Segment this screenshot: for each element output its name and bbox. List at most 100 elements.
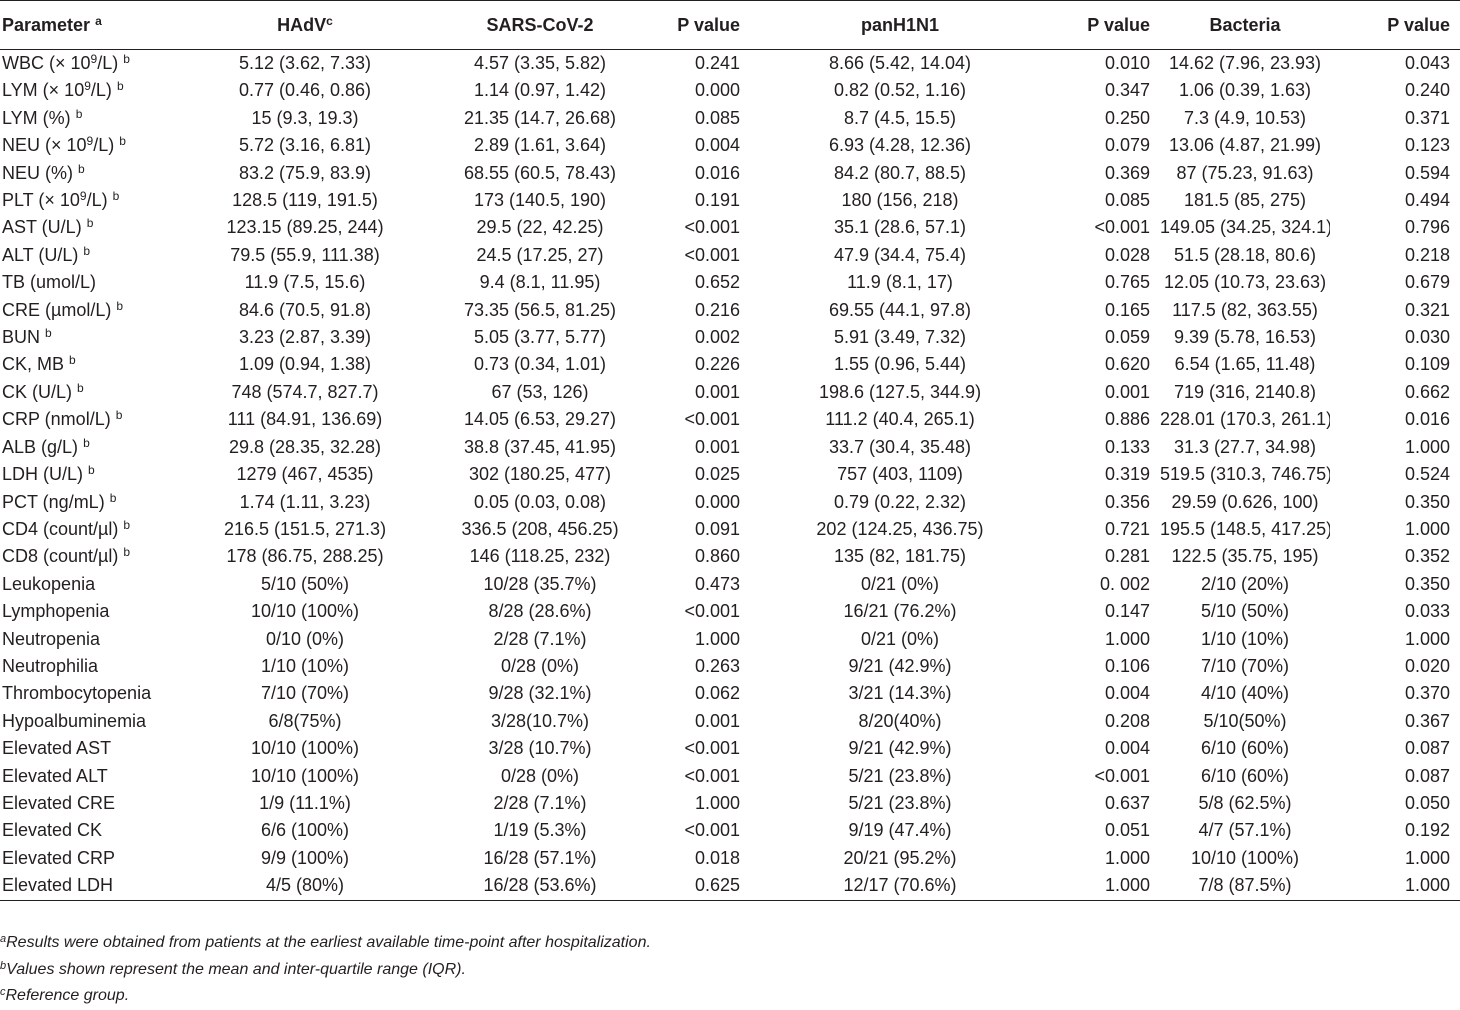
p-value-cell: 0.524 xyxy=(1404,464,1450,485)
hadv-cell: 1.09 (0.94, 1.38) xyxy=(238,354,372,375)
panh1n1-cell: 0/21 (0%) xyxy=(860,628,940,649)
header-sars-cov-2: SARS-CoV-2 xyxy=(486,15,594,35)
hadv-cell: 216.5 (151.5, 271.3) xyxy=(223,518,387,539)
hadv-cell: 1/9 (11.1%) xyxy=(259,792,351,813)
p-value-cell: 0.085 xyxy=(1104,190,1150,211)
sars-cov-2-cell: 9/28 (32.1%) xyxy=(488,683,592,704)
p-value-cell: 0.025 xyxy=(694,464,740,485)
sars-cov-2-cell: 336.5 (208, 456.25) xyxy=(461,518,619,539)
p-value-cell: 0.473 xyxy=(694,573,740,594)
p-value-cell: 0.191 xyxy=(694,190,740,211)
sars-cov-2-cell: 24.5 (17.25, 27) xyxy=(476,244,604,265)
panh1n1-cell: 69.55 (44.1, 97.8) xyxy=(828,299,972,320)
p-value-cell: 0.087 xyxy=(1404,765,1450,786)
p-value-cell: 0.367 xyxy=(1404,710,1450,731)
p-value-cell: 0.001 xyxy=(694,436,740,457)
p-value-cell: 0.652 xyxy=(694,272,740,293)
footnote: cReference group. xyxy=(0,986,130,1005)
p-value-cell: 0.218 xyxy=(1404,244,1450,265)
bacteria-cell: 4/7 (57.1%) xyxy=(1198,820,1292,841)
table-row: LYM (× 109/L) b 0.77 (0.46, 0.86) 1.14 (0.… xyxy=(0,77,1460,104)
parameter-cell: Hypoalbuminemia xyxy=(2,710,147,731)
parameter-cell: CK, MB b xyxy=(2,353,76,375)
sars-cov-2-cell: 21.35 (14.7, 26.68) xyxy=(463,107,617,128)
p-value-cell: <0.001 xyxy=(684,820,740,841)
p-value-cell: 1.000 xyxy=(694,792,740,813)
hadv-cell: 3.23 (2.87, 3.39) xyxy=(238,327,372,348)
hadv-cell: 0/10 (0%) xyxy=(265,628,345,649)
p-value-cell: 1.000 xyxy=(1404,847,1450,868)
parameter-cell: ALT (U/L) b xyxy=(2,243,91,265)
p-value-cell: 0.033 xyxy=(1404,601,1450,622)
p-value-cell: 0.765 xyxy=(1104,272,1150,293)
parameter-cell: ALB (g/L) b xyxy=(2,435,90,457)
p-value-cell: 0.004 xyxy=(1104,738,1150,759)
parameter-cell: Leukopenia xyxy=(2,573,96,594)
header-row: Parameter a HAdVc SARS-CoV-2 P value pan… xyxy=(0,0,1460,50)
panh1n1-cell: 0.82 (0.52, 1.16) xyxy=(833,80,967,101)
sars-cov-2-cell: 10/28 (35.7%) xyxy=(483,573,597,594)
table-row: CRP (nmol/L) b 111 (84.91, 136.69) 14.05 (… xyxy=(0,406,1460,433)
footnotes: aResults were obtained from patients at … xyxy=(0,930,1460,1010)
p-value-cell: <0.001 xyxy=(1094,217,1150,238)
sars-cov-2-cell: 67 (53, 126) xyxy=(491,381,589,402)
table-row: CD8 (count/µl) b 178 (86.75, 288.25) 146 (… xyxy=(0,543,1460,570)
p-value-cell: 1.000 xyxy=(1104,628,1150,649)
hadv-cell: 0.77 (0.46, 0.86) xyxy=(238,80,372,101)
p-value-cell: 0.133 xyxy=(1104,436,1150,457)
sars-cov-2-cell: 73.35 (56.5, 81.25) xyxy=(463,299,617,320)
sars-cov-2-cell: 2.89 (1.61, 3.64) xyxy=(473,135,607,156)
table-row: Neutrophilia 1/10 (10%) 0/28 (0%) 0.263 9/21… xyxy=(0,653,1460,680)
hadv-cell: 178 (86.75, 288.25) xyxy=(226,546,384,567)
table-row: Elevated CRP 9/9 (100%) 16/28 (57.1%) 0.018… xyxy=(0,845,1460,872)
bacteria-cell: 1/10 (10%) xyxy=(1200,628,1290,649)
p-value-cell: 0.051 xyxy=(1104,820,1150,841)
bacteria-cell: 1.06 (0.39, 1.63) xyxy=(1178,80,1312,101)
p-value-cell: 0.350 xyxy=(1404,491,1450,512)
sars-cov-2-cell: 0.05 (0.03, 0.08) xyxy=(473,491,607,512)
table-row: Elevated CK 6/6 (100%) 1/19 (5.3%) <0.001 9/… xyxy=(0,817,1460,844)
panh1n1-cell: 3/21 (14.3%) xyxy=(848,683,952,704)
parameter-cell: Neutrophilia xyxy=(2,655,99,676)
hadv-cell: 29.8 (28.35, 32.28) xyxy=(228,436,382,457)
sars-cov-2-cell: 16/28 (57.1%) xyxy=(483,847,597,868)
parameter-cell: Neutropenia xyxy=(2,628,101,649)
bacteria-cell: 149.05 (34.25, 324.1) xyxy=(1160,217,1330,238)
p-value-cell: 1.000 xyxy=(1404,875,1450,896)
p-value-cell: 0.721 xyxy=(1104,518,1150,539)
parameter-cell: CD8 (count/µl) b xyxy=(2,545,131,567)
p-value-cell: 0.226 xyxy=(694,354,740,375)
table-row: TB (umol/L) 11.9 (7.5, 15.6) 9.4 (8.1, 11.… xyxy=(0,269,1460,296)
hadv-cell: 1/10 (10%) xyxy=(260,655,350,676)
bacteria-cell: 6/10 (60%) xyxy=(1200,738,1290,759)
footnote: bValues shown represent the mean and int… xyxy=(0,959,466,978)
sars-cov-2-cell: 146 (118.25, 232) xyxy=(469,546,611,567)
p-value-cell: 0.059 xyxy=(1104,327,1150,348)
p-value-cell: 0.494 xyxy=(1404,190,1450,211)
table-body: WBC (× 109/L) b 5.12 (3.62, 7.33) 4.57 (3.… xyxy=(0,50,1460,901)
p-value-cell: 0.001 xyxy=(694,381,740,402)
panh1n1-cell: 20/21 (95.2%) xyxy=(843,847,957,868)
hadv-cell: 10/10 (100%) xyxy=(250,765,360,786)
sars-cov-2-cell: 0/28 (0%) xyxy=(500,765,580,786)
hadv-cell: 5/10 (50%) xyxy=(260,573,350,594)
p-value-cell: 0.662 xyxy=(1404,381,1450,402)
parameter-cell: Elevated AST xyxy=(2,738,112,759)
hadv-cell: 1.74 (1.11, 3.23) xyxy=(239,491,371,512)
parameter-cell: WBC (× 109/L) b xyxy=(2,52,130,73)
panh1n1-cell: 8.66 (5.42, 14.04) xyxy=(828,53,972,73)
p-value-cell: 0.886 xyxy=(1104,409,1150,430)
table-row: Elevated CRE 1/9 (11.1%) 2/28 (7.1%) 1.000 5… xyxy=(0,790,1460,817)
p-value-cell: 0.030 xyxy=(1404,327,1450,348)
parameter-cell: LYM (%) b xyxy=(2,106,83,128)
panh1n1-cell: 0.79 (0.22, 2.32) xyxy=(833,491,967,512)
parameter-cell: Thrombocytopenia xyxy=(2,683,152,704)
panh1n1-cell: 0/21 (0%) xyxy=(860,573,940,594)
p-value-cell: 0.010 xyxy=(1104,53,1150,73)
panh1n1-cell: 84.2 (80.7, 88.5) xyxy=(833,162,967,183)
table-row: NEU (%) b 83.2 (75.9, 83.9) 68.55 (60.5, 7… xyxy=(0,160,1460,187)
sars-cov-2-cell: 302 (180.25, 477) xyxy=(468,464,612,485)
p-value-cell: 0.216 xyxy=(694,299,740,320)
panh1n1-cell: 33.7 (30.4, 35.48) xyxy=(828,436,972,457)
sars-cov-2-cell: 68.55 (60.5, 78.43) xyxy=(463,162,617,183)
